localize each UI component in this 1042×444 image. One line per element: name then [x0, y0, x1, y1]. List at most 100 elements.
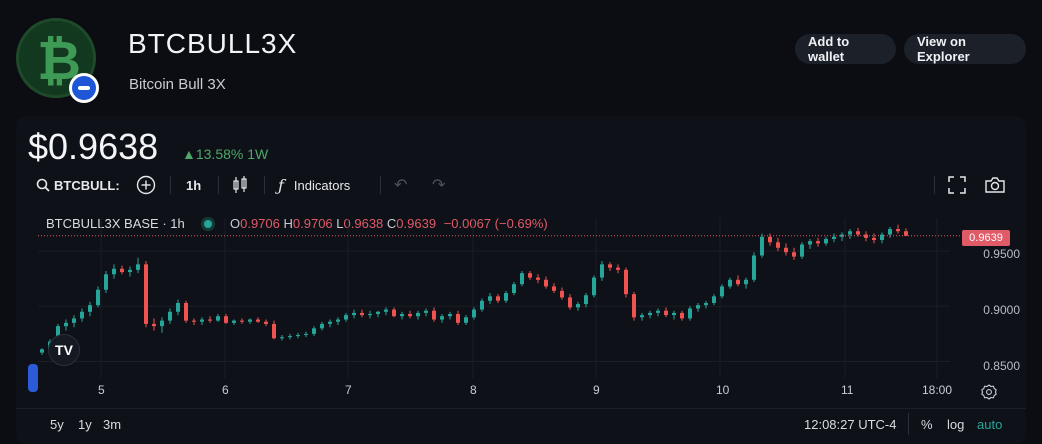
candle [280, 334, 284, 341]
candle [472, 307, 476, 320]
symbol-search-label: BTCBULL: [54, 177, 120, 193]
undo-icon[interactable]: ↶ [394, 177, 408, 194]
candle [728, 277, 732, 289]
candle [448, 311, 452, 320]
price-change-badge: ▲13.58% 1W [182, 146, 269, 162]
candle [384, 307, 388, 316]
candle [528, 270, 532, 280]
candle [168, 308, 172, 324]
range-1y-button[interactable]: 1y [78, 417, 92, 432]
candle [784, 243, 788, 256]
low-label: L [336, 216, 344, 231]
candle [656, 308, 660, 317]
redo-icon[interactable]: ↷ [432, 177, 446, 194]
indicators-button[interactable]: ƒ Indicators [278, 172, 350, 198]
compare-add-button[interactable] [136, 172, 156, 198]
candle [744, 277, 748, 289]
candle [696, 302, 700, 312]
candle [88, 301, 92, 317]
toolbar-divider [380, 176, 381, 194]
x-tick-label: 11 [841, 383, 854, 397]
settings-gear-icon[interactable] [981, 384, 997, 405]
candle [256, 317, 260, 323]
x-tick-label: 10 [716, 383, 730, 397]
high-value: 0.9706 [292, 216, 333, 231]
current-price: $0.9638 [28, 126, 159, 167]
log-toggle[interactable]: log [947, 417, 965, 432]
candle [136, 257, 140, 274]
candle [368, 310, 372, 319]
candle [416, 310, 420, 320]
candle [424, 308, 428, 317]
candle [672, 310, 676, 320]
interval-button[interactable]: 1h [186, 177, 202, 193]
camera-icon[interactable] [984, 172, 1006, 198]
x-tick-label: 6 [222, 383, 229, 397]
bottom-divider [908, 413, 909, 435]
x-tick-label: 7 [345, 383, 352, 397]
add-to-wallet-button[interactable]: Add to wallet [795, 34, 896, 64]
candle [120, 265, 124, 275]
tradingview-logo-icon[interactable]: TV [48, 334, 80, 366]
open-label: O [229, 216, 241, 231]
candle [400, 311, 404, 320]
candle [216, 314, 220, 322]
candle [752, 252, 756, 282]
candle [80, 308, 84, 322]
candle [152, 318, 156, 331]
open-value: 0.9706 [240, 216, 280, 231]
candle [344, 312, 348, 322]
bottom-bar [16, 408, 1026, 444]
candle [288, 333, 292, 340]
drag-handle-icon[interactable] [28, 364, 38, 392]
candle [704, 300, 708, 309]
minus-badge-icon [69, 73, 99, 103]
candle [616, 264, 620, 274]
candle [736, 275, 740, 287]
token-name: Bitcoin Bull 3X [129, 76, 226, 93]
candle [456, 310, 460, 326]
candle [712, 294, 716, 306]
view-on-explorer-button[interactable]: View on Explorer [904, 34, 1026, 64]
candle [760, 233, 764, 258]
candle [352, 309, 356, 319]
fullscreen-icon[interactable] [948, 172, 966, 198]
candles-icon [233, 176, 247, 193]
x-tick-label: 5 [98, 383, 105, 397]
candle [584, 293, 588, 308]
auto-toggle[interactable]: auto [977, 417, 1003, 432]
candle [816, 237, 820, 247]
x-tick-label: 9 [593, 383, 600, 397]
candle [464, 315, 468, 326]
toolbar-divider [264, 176, 265, 194]
candle [880, 232, 884, 244]
candle [680, 310, 684, 321]
chart-toolbar: BTCBULL: 1h ƒ Indicators ↶ ↷ [28, 172, 1018, 198]
candle [512, 282, 516, 296]
search-icon [36, 178, 50, 192]
chart-type-button[interactable] [232, 172, 248, 198]
candle [232, 319, 236, 326]
candle [608, 262, 612, 271]
candle [240, 318, 244, 324]
candle [664, 307, 668, 318]
x-tick-label: 18:00 [922, 383, 953, 397]
candle [504, 290, 508, 303]
candle [144, 261, 148, 328]
y-tick-label: 0.9500 [983, 247, 1020, 261]
candle [808, 238, 812, 249]
candle [624, 267, 628, 298]
candle [840, 232, 844, 242]
range-3m-button[interactable]: 3m [103, 417, 122, 432]
ohlc-legend: BTCBULL3X BASE · 1h O0.9706 H0.9706 L0.9… [46, 216, 548, 231]
range-5y-button[interactable]: 5y [50, 417, 64, 432]
plus-circle-icon [136, 175, 156, 195]
percent-toggle[interactable]: % [921, 417, 933, 432]
candle [496, 294, 500, 303]
symbol-search-button[interactable]: BTCBULL: [36, 172, 120, 198]
candle [360, 309, 364, 318]
candle [336, 317, 340, 326]
close-label: C [386, 216, 397, 231]
candle [632, 291, 636, 321]
